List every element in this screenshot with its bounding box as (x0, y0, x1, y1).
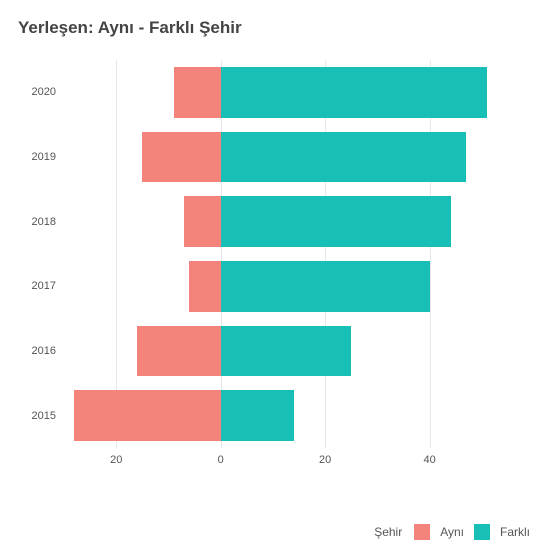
chart-title: Yerleşen: Aynı - Farklı Şehir (18, 18, 540, 38)
bar-farklı (221, 67, 487, 117)
plot-area: 20 0 20 40 2020 2019 2018 2017 2016 2015 (18, 52, 516, 482)
legend-swatch-1 (474, 524, 490, 540)
bar-row (64, 326, 508, 376)
x-tick-label: 20 (319, 448, 331, 466)
y-tick-label: 2019 (32, 151, 64, 163)
bar-farklı (221, 196, 451, 246)
bar-aynı (74, 390, 220, 440)
bar-farklı (221, 326, 352, 376)
legend: Şehir Aynı Farklı (374, 524, 530, 540)
bar-row (64, 261, 508, 311)
bar-row (64, 196, 508, 246)
bar-farklı (221, 132, 467, 182)
y-tick-label: 2015 (32, 410, 64, 422)
bar-aynı (137, 326, 221, 376)
legend-label-1: Farklı (500, 525, 530, 539)
bar-farklı (221, 261, 430, 311)
legend-swatch-0 (414, 524, 430, 540)
y-tick-label: 2020 (32, 86, 64, 98)
bar-row (64, 67, 508, 117)
bar-farklı (221, 390, 294, 440)
chart-container: Yerleşen: Aynı - Farklı Şehir 20 0 20 40 202… (0, 0, 550, 550)
bar-aynı (174, 67, 221, 117)
y-tick-label: 2017 (32, 280, 64, 292)
bar-row (64, 390, 508, 440)
bar-aynı (142, 132, 220, 182)
bar-aynı (189, 261, 220, 311)
legend-label-0: Aynı (440, 525, 464, 539)
y-tick-label: 2018 (32, 216, 64, 228)
y-tick-label: 2016 (32, 345, 64, 357)
legend-title: Şehir (374, 525, 402, 539)
bar-aynı (184, 196, 221, 246)
x-tick-label: 20 (110, 448, 122, 466)
x-tick-label: 0 (218, 448, 224, 466)
plot-inner: 2002040202020192018201720162015 (64, 60, 508, 448)
bar-row (64, 132, 508, 182)
x-tick-label: 40 (424, 448, 436, 466)
